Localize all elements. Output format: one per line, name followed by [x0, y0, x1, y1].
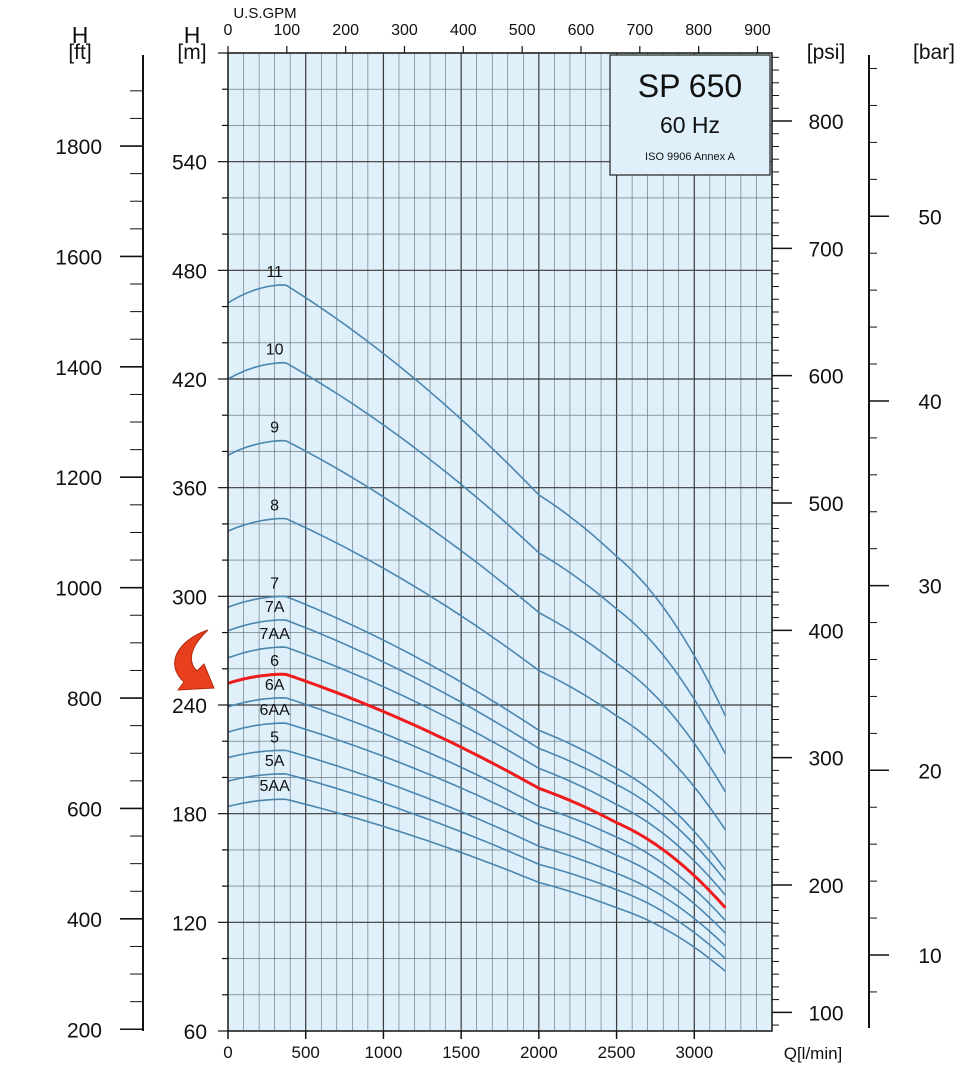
- selection-arrow: [174, 629, 215, 691]
- x-axis-label: Q[l/min]: [784, 1044, 843, 1063]
- curve-label-7: 7: [270, 575, 279, 592]
- bar-tick-label: 40: [918, 391, 941, 414]
- pump-curve-6A: [228, 696, 726, 922]
- curve-label-6AA: 6AA: [260, 702, 291, 719]
- x-axis: 0 500 1000 1500 2000 2500 3000 Q[l/min]: [223, 1031, 842, 1063]
- right-psi-axis: 100 200 300 400 500 600 700 800 [psi]: [772, 41, 846, 1026]
- pump-curve-11: [228, 284, 727, 717]
- x-tick-label: 2000: [520, 1043, 558, 1062]
- m-tick-label: 480: [172, 260, 207, 283]
- ft-tick-label: 200: [67, 1019, 102, 1042]
- ft-tick-label: 1200: [55, 467, 102, 490]
- ft-tick-label: 800: [67, 688, 102, 711]
- pump-curve-5AA: [228, 798, 726, 972]
- curve-label-6: 6: [270, 653, 279, 670]
- gpm-tick-label: 300: [391, 22, 418, 39]
- ft-axis-h: H: [72, 22, 89, 48]
- m-tick-label: 240: [172, 695, 207, 718]
- right-bar-axis: 10 20 30 40 50 [bar]: [868, 41, 955, 1028]
- left-m-axis: 60 120 180 240 300 360 420 480 540 H [m]: [172, 22, 228, 1044]
- curve-labels: 11 10 9 8 7 7A 7AA 6 6A 6AA 5 5A 5AA: [260, 264, 291, 795]
- m-axis-unit: [m]: [177, 41, 206, 64]
- x-tick-label: 500: [292, 1043, 320, 1062]
- ft-tick-label: 600: [67, 798, 102, 821]
- psi-tick-label: 500: [808, 493, 843, 516]
- gpm-axis-label: U.S.GPM: [233, 5, 296, 22]
- gpm-tick-label: 400: [450, 22, 477, 39]
- gpm-tick-label: 800: [685, 22, 712, 39]
- ft-axis-unit: [ft]: [68, 41, 91, 64]
- psi-tick-label: 100: [808, 1002, 843, 1025]
- gpm-tick-label: 900: [744, 22, 771, 39]
- plot-frame: [227, 52, 773, 1032]
- chart-note: ISO 9906 Annex A: [645, 151, 736, 163]
- ft-tick-label: 1600: [55, 246, 102, 269]
- x-tick-label: 1000: [365, 1043, 403, 1062]
- curve-label-10: 10: [266, 342, 284, 359]
- pump-curve-8: [228, 517, 727, 831]
- bar-axis-unit: [bar]: [913, 41, 955, 64]
- x-tick-label: 1500: [442, 1043, 480, 1062]
- m-tick-label: 360: [172, 478, 207, 501]
- gpm-tick-label: 600: [568, 22, 595, 39]
- plot-area: [228, 53, 772, 1031]
- pump-curve-6AA: [228, 722, 726, 934]
- chart-subtitle: 60 Hz: [660, 112, 720, 138]
- title-box: SP 650 60 Hz ISO 9906 Annex A: [609, 54, 771, 176]
- psi-tick-label: 600: [808, 366, 843, 389]
- curve-label-11: 11: [266, 264, 283, 281]
- gpm-tick-label: 700: [626, 22, 653, 39]
- curve-label-5AA: 5AA: [260, 778, 291, 795]
- pump-curve-10: [228, 361, 727, 755]
- pump-curve-7: [228, 595, 727, 871]
- bar-tick-label: 20: [918, 760, 941, 783]
- curve-label-6A: 6A: [265, 677, 285, 694]
- m-tick-label: 120: [172, 912, 207, 935]
- x-tick-label: 0: [223, 1043, 232, 1062]
- ft-tick-label: 1800: [55, 136, 102, 159]
- curve-label-7A: 7A: [265, 599, 285, 616]
- gpm-axis: 0 100 200 300 400 500 600 700 800 900 U.S.GPM: [224, 5, 771, 53]
- psi-axis-unit: [psi]: [807, 41, 846, 64]
- psi-tick-label: 700: [808, 238, 843, 261]
- pump-curve-5: [228, 749, 726, 947]
- x-tick-label: 2500: [598, 1043, 636, 1062]
- pump-curve-6: [228, 672, 727, 909]
- m-tick-label: 300: [172, 586, 207, 609]
- psi-tick-label: 800: [808, 111, 843, 134]
- left-ft-axis: 200 400 600 800 1000 1200 1400 1600 1800 H [ft]: [55, 22, 144, 1042]
- gpm-tick-label: 500: [509, 22, 536, 39]
- curve-label-5A: 5A: [265, 753, 285, 770]
- x-tick-label: 3000: [675, 1043, 713, 1062]
- bar-tick-label: 50: [918, 206, 941, 229]
- m-tick-label: 60: [184, 1021, 207, 1044]
- psi-tick-label: 400: [808, 620, 843, 643]
- gpm-tick-label: 200: [332, 22, 359, 39]
- pump-curve-7AA: [228, 646, 727, 896]
- gpm-tick-label: 0: [224, 22, 233, 39]
- curve-label-7AA: 7AA: [260, 626, 291, 643]
- psi-tick-label: 300: [808, 748, 843, 771]
- curve-label-5: 5: [270, 729, 279, 746]
- grid: [227, 52, 773, 1032]
- gpm-tick-label: 100: [273, 22, 300, 39]
- ft-tick-label: 1000: [55, 578, 102, 601]
- bar-tick-label: 30: [918, 576, 941, 599]
- chart-title: SP 650: [638, 68, 742, 104]
- m-tick-label: 420: [172, 369, 207, 392]
- psi-tick-label: 200: [808, 875, 843, 898]
- pump-curve-5A: [228, 772, 726, 960]
- curve-label-8: 8: [270, 497, 279, 514]
- curve-label-9: 9: [270, 420, 279, 437]
- ft-tick-label: 1400: [55, 357, 102, 380]
- m-tick-label: 180: [172, 804, 207, 827]
- m-tick-label: 540: [172, 152, 207, 175]
- curves: [228, 284, 727, 972]
- bar-tick-label: 10: [918, 945, 941, 968]
- pump-curve-7A: [228, 619, 727, 882]
- pump-curve-9: [228, 439, 727, 793]
- m-axis-h: H: [184, 22, 201, 48]
- ft-tick-label: 400: [67, 909, 102, 932]
